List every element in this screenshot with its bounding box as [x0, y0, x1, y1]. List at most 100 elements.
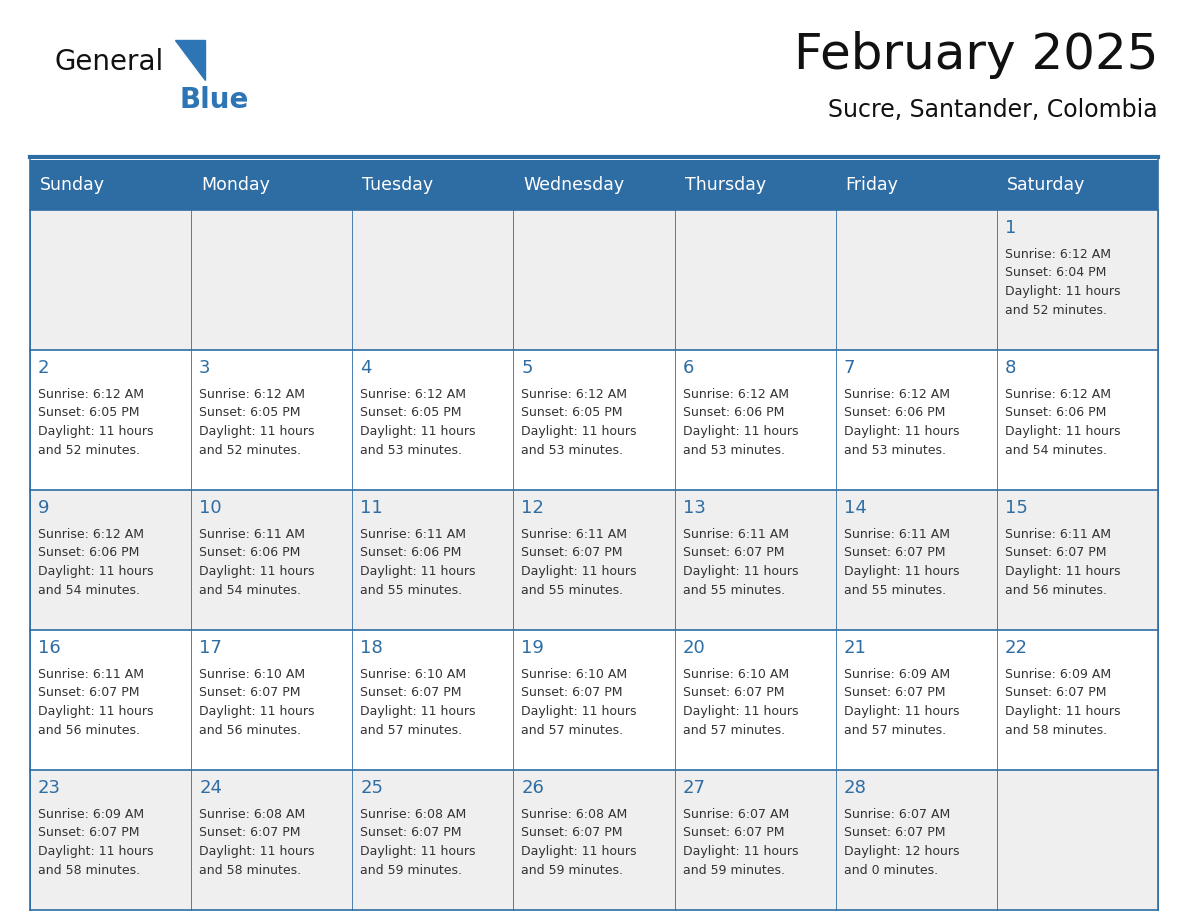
Text: Friday: Friday [846, 176, 898, 194]
Text: Sunset: 6:07 PM: Sunset: 6:07 PM [38, 687, 139, 700]
Text: Sunrise: 6:11 AM: Sunrise: 6:11 AM [360, 528, 466, 541]
Text: Daylight: 11 hours: Daylight: 11 hours [683, 705, 798, 718]
Text: and 59 minutes.: and 59 minutes. [522, 864, 624, 877]
Text: and 56 minutes.: and 56 minutes. [200, 723, 301, 736]
Text: Sunrise: 6:09 AM: Sunrise: 6:09 AM [843, 668, 950, 681]
Bar [997, 350, 1158, 490]
Text: Daylight: 11 hours: Daylight: 11 hours [683, 425, 798, 438]
Text: 25: 25 [360, 779, 384, 797]
Bar [353, 770, 513, 910]
Bar [513, 350, 675, 490]
Text: and 56 minutes.: and 56 minutes. [38, 723, 140, 736]
Text: Sunrise: 6:12 AM: Sunrise: 6:12 AM [683, 388, 789, 401]
Text: Sunset: 6:05 PM: Sunset: 6:05 PM [38, 407, 139, 420]
Text: Sunrise: 6:12 AM: Sunrise: 6:12 AM [843, 388, 949, 401]
Text: 24: 24 [200, 779, 222, 797]
Text: Sunset: 6:07 PM: Sunset: 6:07 PM [522, 826, 623, 839]
Text: Sunset: 6:07 PM: Sunset: 6:07 PM [683, 687, 784, 700]
Bar [835, 210, 997, 350]
Text: 11: 11 [360, 499, 383, 517]
Text: Sunrise: 6:11 AM: Sunrise: 6:11 AM [38, 668, 144, 681]
Text: Sunrise: 6:12 AM: Sunrise: 6:12 AM [522, 388, 627, 401]
Text: and 58 minutes.: and 58 minutes. [200, 864, 302, 877]
Text: Sunset: 6:07 PM: Sunset: 6:07 PM [200, 687, 301, 700]
Text: Sunset: 6:07 PM: Sunset: 6:07 PM [843, 687, 946, 700]
Text: Sunrise: 6:12 AM: Sunrise: 6:12 AM [1005, 248, 1111, 261]
Text: Daylight: 11 hours: Daylight: 11 hours [360, 565, 475, 578]
Text: Tuesday: Tuesday [362, 176, 434, 194]
Bar [353, 350, 513, 490]
Text: 2: 2 [38, 359, 50, 377]
Text: Daylight: 11 hours: Daylight: 11 hours [38, 705, 153, 718]
Text: and 52 minutes.: and 52 minutes. [38, 443, 140, 456]
Bar [353, 630, 513, 770]
Text: February 2025: February 2025 [794, 31, 1158, 79]
Text: Daylight: 11 hours: Daylight: 11 hours [38, 845, 153, 858]
Bar [191, 210, 353, 350]
Text: 1: 1 [1005, 219, 1016, 237]
Bar [835, 630, 997, 770]
Text: and 57 minutes.: and 57 minutes. [683, 723, 785, 736]
Text: 3: 3 [200, 359, 210, 377]
Text: 12: 12 [522, 499, 544, 517]
Text: Sunset: 6:07 PM: Sunset: 6:07 PM [683, 826, 784, 839]
Text: and 57 minutes.: and 57 minutes. [522, 723, 624, 736]
Text: 26: 26 [522, 779, 544, 797]
Text: Daylight: 11 hours: Daylight: 11 hours [843, 705, 959, 718]
Text: Sunrise: 6:08 AM: Sunrise: 6:08 AM [360, 808, 467, 821]
Text: and 59 minutes.: and 59 minutes. [683, 864, 784, 877]
Text: Sunset: 6:07 PM: Sunset: 6:07 PM [360, 687, 462, 700]
Text: Sunset: 6:07 PM: Sunset: 6:07 PM [522, 687, 623, 700]
Text: Sunrise: 6:07 AM: Sunrise: 6:07 AM [683, 808, 789, 821]
Text: and 53 minutes.: and 53 minutes. [843, 443, 946, 456]
Text: and 52 minutes.: and 52 minutes. [200, 443, 301, 456]
Text: and 54 minutes.: and 54 minutes. [1005, 443, 1107, 456]
Text: Daylight: 11 hours: Daylight: 11 hours [360, 845, 475, 858]
Text: and 53 minutes.: and 53 minutes. [683, 443, 784, 456]
Text: Sunrise: 6:11 AM: Sunrise: 6:11 AM [1005, 528, 1111, 541]
Bar [997, 630, 1158, 770]
Text: Sunrise: 6:10 AM: Sunrise: 6:10 AM [683, 668, 789, 681]
Text: Sunrise: 6:08 AM: Sunrise: 6:08 AM [200, 808, 305, 821]
Text: and 55 minutes.: and 55 minutes. [683, 584, 785, 597]
Text: Daylight: 11 hours: Daylight: 11 hours [522, 845, 637, 858]
Text: Blue: Blue [181, 86, 249, 114]
Text: Daylight: 11 hours: Daylight: 11 hours [1005, 285, 1120, 298]
Bar [513, 630, 675, 770]
Text: Monday: Monday [201, 176, 270, 194]
Text: 15: 15 [1005, 499, 1028, 517]
Bar [835, 770, 997, 910]
Bar [835, 350, 997, 490]
Text: 8: 8 [1005, 359, 1016, 377]
Text: Sunrise: 6:12 AM: Sunrise: 6:12 AM [200, 388, 305, 401]
Text: 4: 4 [360, 359, 372, 377]
Text: Sunset: 6:07 PM: Sunset: 6:07 PM [360, 826, 462, 839]
Text: and 53 minutes.: and 53 minutes. [522, 443, 624, 456]
Text: Sunset: 6:07 PM: Sunset: 6:07 PM [1005, 687, 1106, 700]
Text: Sunset: 6:06 PM: Sunset: 6:06 PM [1005, 407, 1106, 420]
Bar [30, 210, 191, 350]
Text: and 54 minutes.: and 54 minutes. [38, 584, 140, 597]
Text: Saturday: Saturday [1007, 176, 1085, 194]
Text: and 57 minutes.: and 57 minutes. [843, 723, 946, 736]
Text: and 55 minutes.: and 55 minutes. [360, 584, 462, 597]
Text: Sunrise: 6:12 AM: Sunrise: 6:12 AM [38, 528, 144, 541]
Text: 5: 5 [522, 359, 533, 377]
Text: 10: 10 [200, 499, 222, 517]
Bar [997, 770, 1158, 910]
Bar [675, 490, 835, 630]
Text: Daylight: 11 hours: Daylight: 11 hours [360, 425, 475, 438]
Text: Sunrise: 6:07 AM: Sunrise: 6:07 AM [843, 808, 950, 821]
Bar [513, 490, 675, 630]
Text: Daylight: 11 hours: Daylight: 11 hours [200, 845, 315, 858]
Bar [30, 350, 191, 490]
Text: Sunset: 6:05 PM: Sunset: 6:05 PM [522, 407, 623, 420]
Bar [191, 490, 353, 630]
Text: 16: 16 [38, 639, 61, 657]
Text: Sunrise: 6:08 AM: Sunrise: 6:08 AM [522, 808, 627, 821]
Text: Daylight: 11 hours: Daylight: 11 hours [522, 425, 637, 438]
Text: Daylight: 11 hours: Daylight: 11 hours [38, 565, 153, 578]
Text: Daylight: 11 hours: Daylight: 11 hours [683, 565, 798, 578]
Bar [191, 350, 353, 490]
Text: Daylight: 12 hours: Daylight: 12 hours [843, 845, 959, 858]
